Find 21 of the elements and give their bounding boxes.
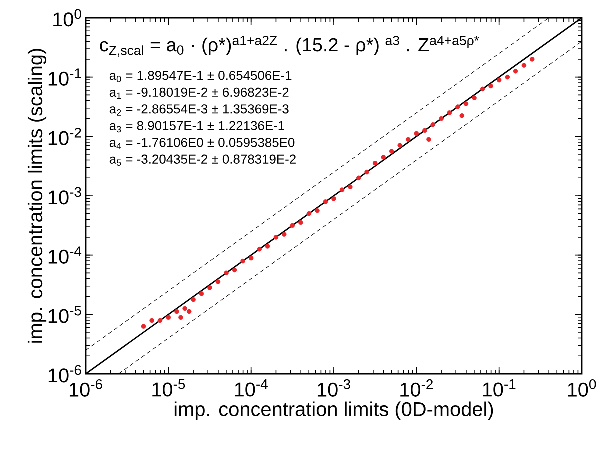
x-tick-label: 10$^{-2}$ — [400, 380, 433, 397]
annotation: a$_{3}$ = 8.90157E-1 ± 1.22136E-1 — [110, 121, 284, 133]
text: c$_{Z,scal}$ = a$_{0}$ · (ρ*)$^{a1+a2Z}$ . (15.2 - ρ*) $^{a3}$ . Z$^{a4+a5ρ*}$ — [100, 36, 480, 57]
x-tick-label: 10$^{0}$ — [568, 380, 596, 397]
y-tick-label: 10$^{-1}$ — [48, 68, 82, 86]
annotation: a$_{5}$ = -3.20435E-2 ± 0.878319E-2 — [110, 154, 296, 166]
annotation: a$_{4}$ = -1.76106E0 ± 0.0595385E0 — [110, 138, 295, 150]
y-axis-title: imp. concentration limits (scaling) — [28, 49, 47, 343]
x-tick-label: 10$^{-4}$ — [235, 380, 268, 397]
annotation: a$_{1}$ = -9.18019E-2 ± 6.96823E-2 — [110, 88, 289, 100]
y-tick-label: 10$^{-5}$ — [48, 306, 82, 324]
annotation: a$_{0}$ = 1.89547E-1 ± 0.654506E-1 — [110, 71, 292, 82]
y-tick-label: 10$^{-4}$ — [48, 246, 82, 264]
y-tick-label: 10$^{-3}$ — [48, 187, 82, 205]
y-tick-label: 10$^{0}$ — [54, 9, 82, 27]
x-tick-label: 10$^{-3}$ — [318, 380, 350, 397]
x-tick-label: 10$^{-5}$ — [152, 380, 186, 397]
y-tick-label: 10$^{-2}$ — [48, 128, 82, 146]
x-axis-title: imp. concentration limits (0D-model) — [174, 402, 494, 420]
x-tick-label: 10$^{-1}$ — [483, 380, 516, 397]
annotation: a$_{2}$ = -2.86554E-3 ± 1.35369E-3 — [110, 104, 289, 116]
